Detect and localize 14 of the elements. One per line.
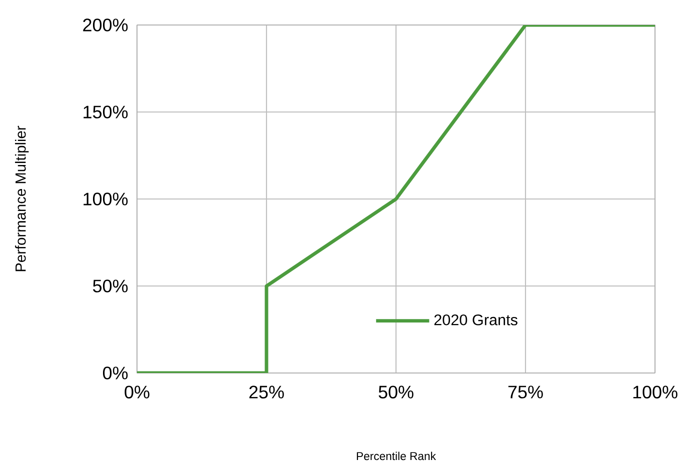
- x-tick-label: 25%: [249, 386, 284, 398]
- y-tick-label: 50%: [92, 280, 128, 292]
- legend-label: 2020 Grants: [434, 314, 518, 326]
- y-tick-label: 200%: [83, 18, 128, 32]
- y-axis-title: Performance Multiplier: [15, 126, 29, 272]
- y-tick-label: 100%: [84, 192, 128, 206]
- y-tick-label: 150%: [84, 106, 128, 118]
- x-tick-label: 75%: [508, 386, 543, 398]
- line-series: [137, 25, 655, 373]
- x-axis-title: Percentile Rank: [356, 452, 436, 460]
- x-tick-label: 50%: [378, 386, 414, 398]
- x-tick-label: 0%: [124, 386, 150, 398]
- y-tick-label: 0%: [102, 366, 128, 380]
- x-tick-label: 100%: [633, 386, 678, 398]
